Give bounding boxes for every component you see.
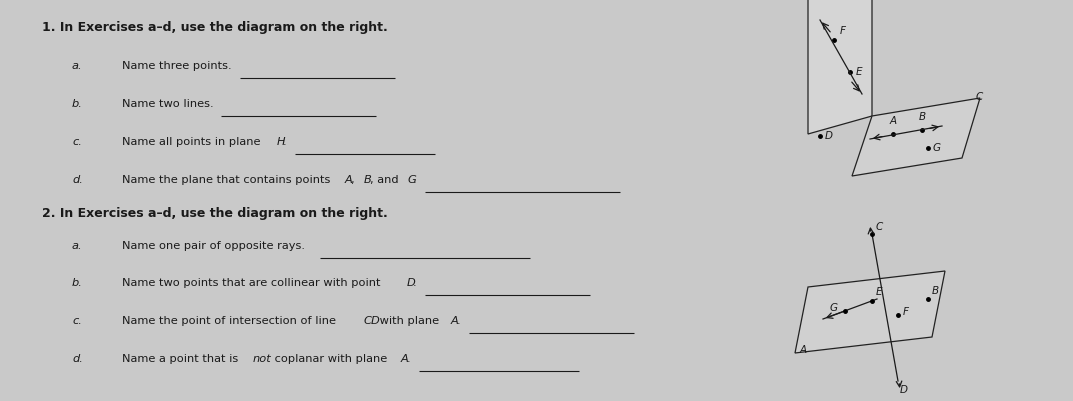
Text: with plane: with plane (376, 316, 443, 326)
Text: Name the point of intersection of line: Name the point of intersection of line (122, 316, 340, 326)
Text: D: D (407, 278, 415, 288)
Text: G: G (934, 143, 941, 153)
Text: ,: , (351, 175, 358, 185)
Text: Name two lines.: Name two lines. (122, 99, 214, 109)
Text: .: . (283, 137, 286, 147)
Text: A: A (451, 316, 458, 326)
Text: c.: c. (72, 137, 82, 147)
Text: b.: b. (72, 99, 83, 109)
Text: E: E (876, 287, 882, 297)
Text: D: D (900, 385, 908, 395)
Text: , and: , and (370, 175, 402, 185)
Text: .: . (407, 354, 411, 364)
Text: .: . (413, 278, 416, 288)
Text: Name a point that is: Name a point that is (122, 354, 241, 364)
Text: A: A (890, 116, 897, 126)
Text: B: B (918, 112, 926, 122)
Polygon shape (808, 0, 872, 134)
Text: a.: a. (72, 61, 83, 71)
Text: A: A (346, 175, 353, 185)
Text: d.: d. (72, 354, 83, 364)
Polygon shape (795, 271, 945, 353)
Text: d.: d. (72, 175, 83, 185)
Text: E: E (856, 67, 863, 77)
Text: b.: b. (72, 278, 83, 288)
Text: .: . (413, 175, 416, 185)
Text: Name one pair of opposite rays.: Name one pair of opposite rays. (122, 241, 305, 251)
Text: 2. In Exercises a–d, use the diagram on the right.: 2. In Exercises a–d, use the diagram on … (42, 207, 387, 221)
Text: F: F (903, 307, 909, 317)
Text: H: H (277, 137, 285, 147)
Text: .: . (456, 316, 460, 326)
Text: coplanar with plane: coplanar with plane (270, 354, 391, 364)
Text: Name the plane that contains points: Name the plane that contains points (122, 175, 334, 185)
Text: Name three points.: Name three points. (122, 61, 232, 71)
Text: A: A (401, 354, 409, 364)
Polygon shape (852, 98, 980, 176)
Text: c.: c. (72, 316, 82, 326)
Text: D: D (825, 131, 833, 141)
Text: C: C (976, 92, 983, 102)
Text: Name two points that are collinear with point: Name two points that are collinear with … (122, 278, 384, 288)
Text: G: G (831, 303, 838, 313)
Text: 1. In Exercises a–d, use the diagram on the right.: 1. In Exercises a–d, use the diagram on … (42, 22, 387, 34)
Text: F: F (840, 26, 846, 36)
Text: CD: CD (364, 316, 380, 326)
Text: A: A (800, 345, 807, 355)
Text: Name all points in plane: Name all points in plane (122, 137, 264, 147)
Text: not: not (252, 354, 270, 364)
Text: B: B (932, 286, 939, 296)
Text: C: C (876, 222, 883, 232)
Text: G: G (407, 175, 416, 185)
Text: B: B (364, 175, 371, 185)
Text: a.: a. (72, 241, 83, 251)
